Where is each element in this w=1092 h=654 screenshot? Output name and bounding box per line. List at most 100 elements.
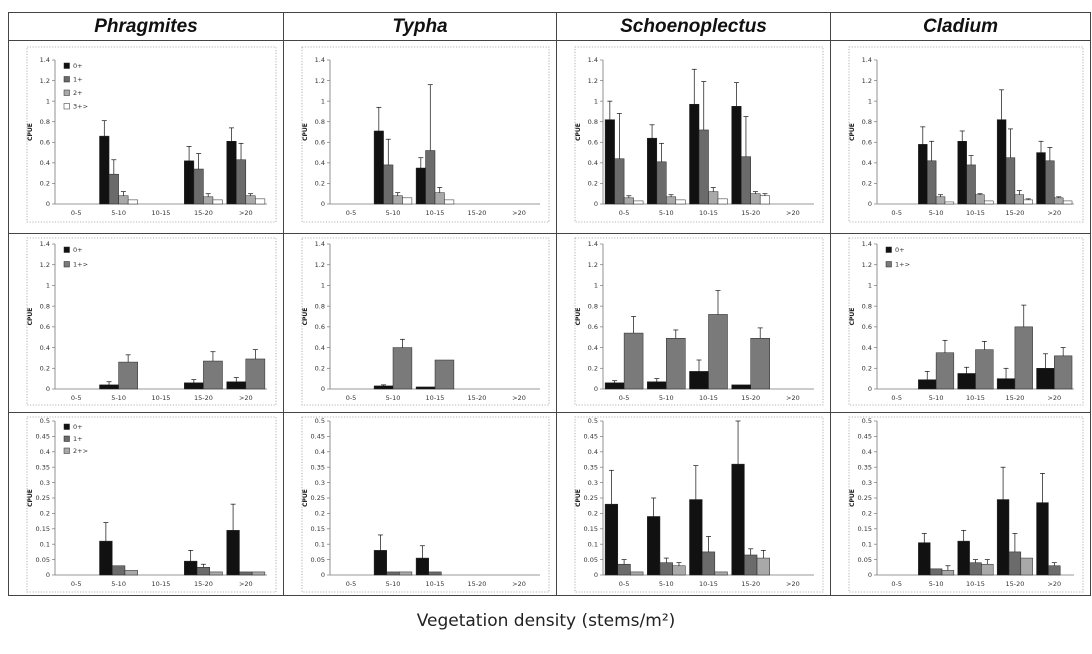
x-tick-label: 0-5 <box>891 209 902 217</box>
bar-15-20-series-2plus <box>203 196 214 205</box>
bar-5-10-series-1plusgt <box>935 352 955 390</box>
y-tick-label: 0.35 <box>36 463 50 471</box>
error-bar-10-15-series-1 <box>706 536 711 552</box>
error-bar-5-10-series-0plus <box>924 371 930 380</box>
y-tick-label: 1.2 <box>588 77 598 85</box>
y-tick-label: 0 <box>46 385 50 393</box>
x-tick-label: 0-5 <box>346 580 357 588</box>
error-bar-15-20-series-0 <box>735 420 741 465</box>
y-tick-label: 0.05 <box>584 556 598 564</box>
error-bar-gt20-series-0plus <box>228 127 234 142</box>
y-tick-label: 1 <box>46 97 50 105</box>
y-tick-label: 1 <box>321 282 325 290</box>
y-tick-label: 0.2 <box>862 180 872 188</box>
error-bar-5-10-series-1plusgt <box>125 354 131 363</box>
bar-5-10-series-0 <box>373 130 384 205</box>
x-tick-label: 0-5 <box>346 394 357 402</box>
y-tick-label: 1.4 <box>862 240 872 248</box>
x-tick-label: 5-10 <box>111 580 126 588</box>
x-tick-label: 5-10 <box>659 580 674 588</box>
y-tick-label: 0.6 <box>588 323 598 331</box>
y-tick-label: 0.3 <box>40 479 50 487</box>
legend-swatch-1plusgt <box>63 261 70 268</box>
bar-15-20-series-1plus <box>196 567 211 576</box>
y-tick-label: 0.2 <box>862 510 872 518</box>
y-tick-label: 1.2 <box>315 261 325 269</box>
error-bar-5-10-series-0plus <box>103 522 109 542</box>
bar-5-10-series-0 <box>373 385 394 390</box>
y-axis-label: CPUE <box>575 123 582 141</box>
error-bar-10-15-series-1plusgt <box>981 341 987 350</box>
x-tick-label: >20 <box>512 580 526 588</box>
x-tick-label: 5-10 <box>386 209 401 217</box>
chart-phragmites-1: 0 0.2 0.4 0.6 0.8 1 1.2 1.4 CPUE 0-5 5-10 10-15 15-2… <box>26 46 277 223</box>
bar-5-10-series-1 <box>656 161 667 205</box>
y-tick-label: 0.8 <box>315 302 325 310</box>
bar-15-20-series-2 <box>750 193 761 205</box>
legend-label: 1+ <box>73 76 83 84</box>
bar-10-15-series-1plusgt <box>975 349 994 390</box>
error-bar-5-10-series-1 <box>399 338 405 348</box>
legend-label: 2+> <box>73 447 88 455</box>
panel-phragmites-3: 0 0.05 0.1 0.15 0.2 0.25 0.3 0.35 0.4 0.45 0.5 CPUE… <box>9 413 284 596</box>
bar-gt20-series-1plusgt <box>1054 355 1073 390</box>
panel-typha-2: 0 0.2 0.4 0.6 0.8 1 1.2 1.4 CPUE 0-5 5-10 10-15 15-2… <box>284 234 557 413</box>
y-tick-label: 1.2 <box>40 261 50 269</box>
y-tick-label: 0.2 <box>588 180 598 188</box>
bar-0-5-series-3 <box>633 200 644 205</box>
x-tick-label: 10-15 <box>699 394 718 402</box>
y-tick-label: 1.2 <box>40 77 50 85</box>
y-tick-label: 1.2 <box>862 77 872 85</box>
x-tick-label: 0-5 <box>891 394 902 402</box>
y-tick-label: 1.4 <box>315 240 325 248</box>
y-tick-label: 0.2 <box>862 364 872 372</box>
error-bar-5-10-series-1 <box>929 140 935 161</box>
y-tick-label: 0.8 <box>862 302 872 310</box>
bar-5-10-series-2plus <box>118 195 129 205</box>
legend-label: 3+> <box>73 103 88 111</box>
x-tick-label: 15-20 <box>194 394 213 402</box>
bar-gt20-series-2 <box>1054 197 1064 205</box>
y-axis-label: CPUE <box>27 123 34 141</box>
x-tick-label: 10-15 <box>966 394 985 402</box>
chart-typha-3: 0 0.05 0.1 0.15 0.2 0.25 0.3 0.35 0.4 0.45 0.5 CPUE… <box>301 416 550 593</box>
panel-cladium-1: 0 0.2 0.4 0.6 0.8 1 1.2 1.4 CPUE 0-5 5-10 10-15 15-2… <box>831 41 1091 234</box>
error-bar-15-20-series-0 <box>1000 466 1006 500</box>
bar-5-10-series-1plus <box>108 173 119 205</box>
chart-typha-2: 0 0.2 0.4 0.6 0.8 1 1.2 1.4 CPUE 0-5 5-10 10-15 15-2… <box>301 237 550 406</box>
chart-cladium-2: 0 0.2 0.4 0.6 0.8 1 1.2 1.4 CPUE 0-5 5-10 10-15 15-2… <box>848 237 1084 406</box>
legend: 0+ 1+ 2+ 3+> <box>63 62 88 111</box>
bar-5-10-series-3 <box>944 201 955 205</box>
bar-5-10-series-0plus <box>99 135 110 205</box>
bar-5-10-series-3 <box>675 199 686 205</box>
bar-10-15-series-0plus <box>957 373 976 390</box>
y-axis-label: CPUE <box>849 123 856 141</box>
y-tick-label: 0.35 <box>311 463 325 471</box>
column-header-schoenoplectus: Schoenoplectus <box>557 13 831 41</box>
bar-10-15-series-0 <box>415 386 436 390</box>
y-axis-label: CPUE <box>27 489 34 507</box>
error-bar-15-20-series-1 <box>743 116 749 157</box>
y-tick-label: 1 <box>868 282 872 290</box>
y-tick-label: 0.5 <box>862 417 872 425</box>
bar-15-20-series-1plusgt <box>1014 326 1033 390</box>
y-tick-label: 0.6 <box>315 323 325 331</box>
bar-gt20-series-0plus <box>226 530 240 576</box>
bar-gt20-series-1 <box>1048 565 1061 576</box>
legend-swatch-1plus <box>63 76 70 83</box>
bar-5-10-series-0plus <box>99 384 119 390</box>
error-bar-5-10-series-2 <box>395 192 401 196</box>
bar-5-10-series-0 <box>373 550 387 576</box>
error-bar-5-10-series-1 <box>659 142 665 162</box>
plot-frame <box>574 46 824 223</box>
bar-5-10-series-0 <box>647 516 661 576</box>
bar-10-15-series-0 <box>689 499 703 576</box>
legend-label: 0+ <box>73 423 83 431</box>
y-tick-label: 0.4 <box>315 344 325 352</box>
error-bar-0-5-series-0 <box>612 380 618 383</box>
column-header-typha: Typha <box>284 13 557 41</box>
x-tick-label: >20 <box>239 394 253 402</box>
y-axis-label: CPUE <box>302 308 309 326</box>
error-bar-15-20-series-1 <box>1007 128 1013 158</box>
panel-typha-1: 0 0.2 0.4 0.6 0.8 1 1.2 1.4 CPUE 0-5 5-10 10-15 15-2… <box>284 41 557 234</box>
